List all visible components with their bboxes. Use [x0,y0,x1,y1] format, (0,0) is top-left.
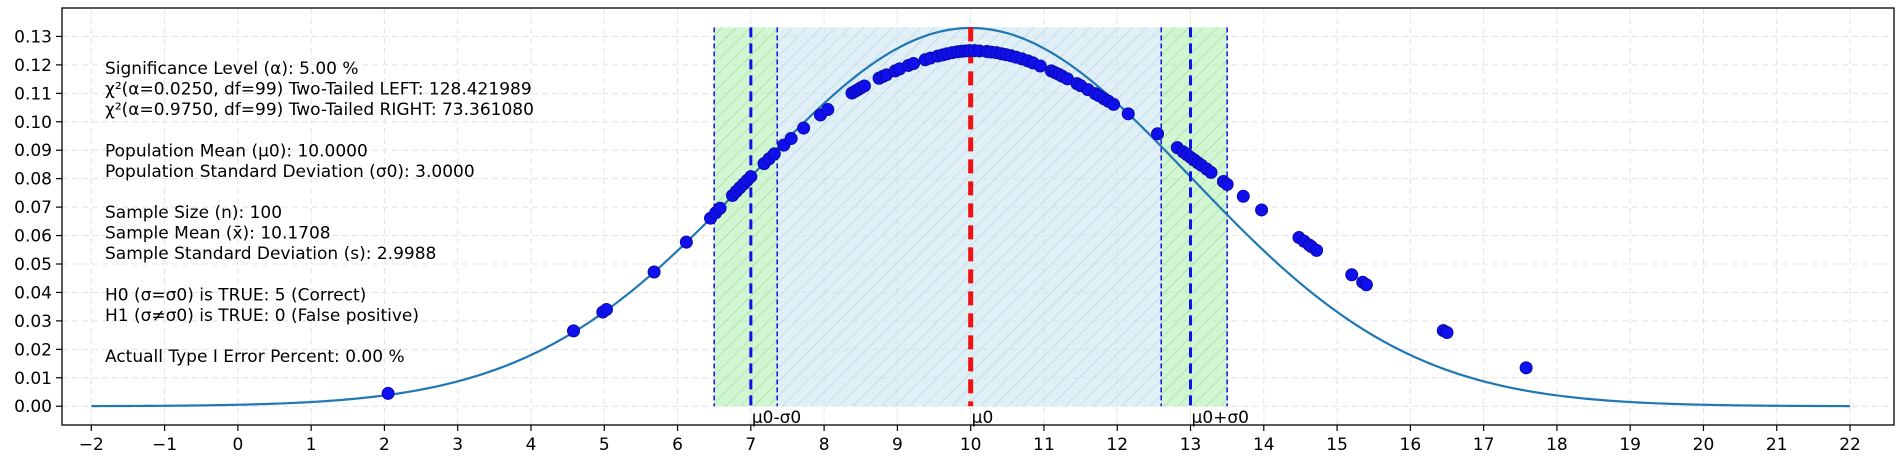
y-tick-label: 0.00 [14,397,52,417]
sample-point [1359,278,1373,292]
reference-line-label: μ0 [972,408,994,428]
y-tick-label: 0.03 [14,312,52,332]
plot-frame [61,7,1895,426]
sample-point [1519,361,1533,375]
y-tick-label: 0.10 [14,113,52,133]
x-tick-label: 7 [745,435,756,455]
x-tick-label: 1 [306,435,317,455]
annotation-line: Population Mean (μ0): 10.0000 [105,141,368,161]
x-tick-label: 16 [1400,435,1422,455]
y-tick-label: 0.13 [14,27,52,47]
axes: −2 −1 0 1 2 3 4 5 6 7 8 9 10 11 12 13 14 15 16 17 18 19 20 21 22… [14,7,1895,455]
x-tick-label: 13 [1180,435,1202,455]
sample-point [907,56,921,70]
sample-point [1440,326,1454,340]
rejection-region-right-hatch [1161,27,1228,407]
sample-point [857,79,871,93]
y-tick-label: 0.07 [14,198,52,218]
y-tick-label: 0.11 [14,84,52,104]
x-tick-label: 8 [819,435,830,455]
sample-point [1033,59,1047,73]
sample-point [1204,165,1218,179]
sample-point [1121,107,1135,121]
annotation-line: Sample Size (n): 100 [105,203,282,223]
sample-point [1310,243,1324,257]
annotation-line: Population Standard Deviation (σ0): 3.00… [105,162,475,182]
sample-point [1220,177,1234,191]
sample-point [1345,268,1359,282]
x-tick-label: 5 [599,435,610,455]
x-tick-label: 18 [1546,435,1568,455]
x-tick-label: 14 [1253,435,1275,455]
sample-point [1236,189,1250,203]
rejection-region-left-hatch [714,27,778,407]
annotation-line: χ²(α=0.0250, df=99) Two-Tailed LEFT: 128… [105,80,532,100]
x-tick-label: 19 [1619,435,1641,455]
x-tick-label: 4 [526,435,537,455]
y-tick-label: 0.01 [14,369,52,389]
x-tick-label: 12 [1106,435,1128,455]
annotation-line: Actuall Type I Error Percent: 0.00 % [105,347,405,367]
annotation-line: H1 (σ≠σ0) is TRUE: 0 (False positive) [105,306,419,326]
y-tick-label: 0.04 [14,283,52,303]
x-tick-label: 17 [1473,435,1495,455]
sample-point [1107,97,1121,111]
sample-point [566,324,580,338]
y-tick-label: 0.02 [14,340,52,360]
sample-point [744,170,758,184]
x-tick-label: 21 [1766,435,1788,455]
x-tick-label: 11 [1033,435,1055,455]
sample-point [821,103,835,117]
x-tick-label: 6 [672,435,683,455]
sample-point [679,235,693,249]
y-tick-label: 0.09 [14,141,52,161]
x-tick-label: 15 [1326,435,1348,455]
sample-point [784,132,798,146]
sample-point [647,265,661,279]
x-tick-label: 10 [960,435,982,455]
sample-point [1255,203,1269,217]
annotation-line: Sample Standard Deviation (s): 2.9988 [105,244,436,264]
x-tick-label: 2 [379,435,390,455]
y-tick-label: 0.05 [14,255,52,275]
sample-point [599,303,613,317]
x-tick-label: 0 [232,435,243,455]
y-tick-label: 0.12 [14,56,52,76]
annotation-box: Significance Level (α): 5.00 %χ²(α=0.025… [105,59,534,367]
sample-point [381,386,395,400]
sample-point [797,121,811,135]
sample-points [381,44,1533,400]
x-tick-label: −2 [79,435,104,455]
sample-point [713,201,727,215]
reference-line-label: μ0-σ0 [752,408,801,428]
sample-point [767,147,781,161]
annotation-line: H0 (σ=σ0) is TRUE: 5 (Correct) [105,285,366,305]
x-tick-label: 20 [1693,435,1715,455]
x-tick-label: 3 [452,435,463,455]
y-tick-label: 0.08 [14,170,52,190]
y-tick-label: 0.06 [14,227,52,247]
reference-line-label: μ0+σ0 [1192,408,1249,428]
x-tick-label: 22 [1839,435,1861,455]
annotation-line: Sample Mean (x̄): 10.1708 [105,224,331,244]
x-tick-label: −1 [152,435,177,455]
x-tick-label: 9 [892,435,903,455]
reference-lines: μ0 μ0-σ0 μ0+σ0 [749,27,1249,428]
annotation-line: Significance Level (α): 5.00 % [105,59,359,79]
annotation-line: χ²(α=0.9750, df=99) Two-Tailed RIGHT: 73… [105,100,534,120]
sample-point [1151,127,1165,141]
